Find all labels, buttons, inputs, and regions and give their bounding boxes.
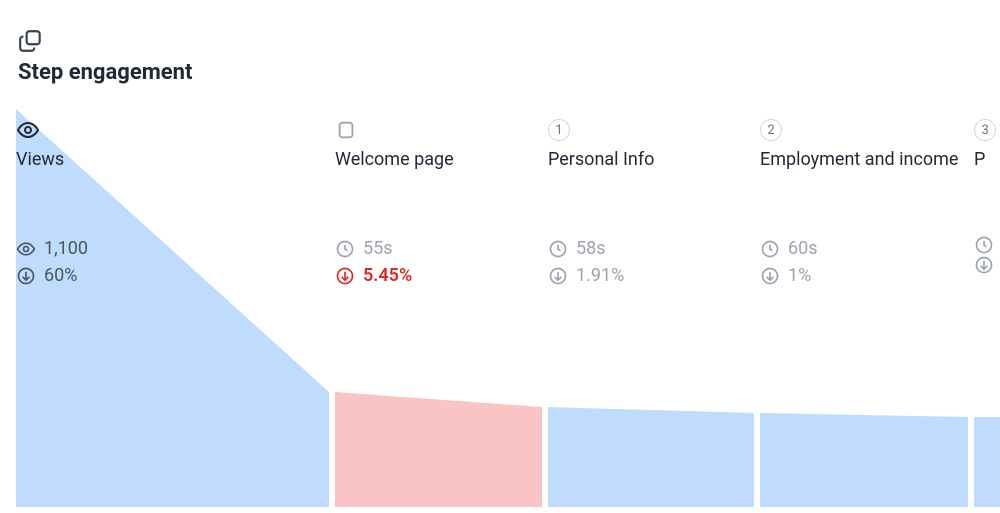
funnel-step: 1 Personal Info 58s1.91% — [548, 109, 760, 289]
drop-metric — [974, 255, 1000, 275]
time-metric: 55s — [335, 235, 548, 262]
drop-value: 5.45% — [363, 262, 412, 289]
drop-metric: 1.91% — [548, 262, 760, 289]
views-value: 1,100 — [44, 235, 88, 262]
time-value: 58s — [576, 235, 606, 262]
step-number-badge: 3 — [974, 117, 1000, 143]
drop-value: 1.91% — [576, 262, 624, 289]
step-label: Welcome page — [335, 149, 548, 193]
copy-icon — [18, 28, 982, 54]
header: Step engagement — [0, 0, 1000, 93]
views-metric: 1,100 — [16, 235, 335, 262]
drop-metric: 1% — [760, 262, 974, 289]
drop-metric: 5.45% — [335, 262, 548, 289]
funnel-segment — [335, 392, 542, 507]
eye-icon — [16, 117, 335, 143]
step-metrics: 58s1.91% — [548, 235, 760, 289]
step-metrics: 60s1% — [760, 235, 974, 289]
funnel-step: Welcome page 55s5.45% — [335, 109, 548, 289]
funnel-segment — [974, 417, 1000, 507]
drop-value: 1% — [788, 262, 811, 289]
step-label: Views — [16, 149, 335, 193]
step-label: Personal Info — [548, 149, 760, 193]
step-metrics: 55s5.45% — [335, 235, 548, 289]
step-metrics — [974, 235, 1000, 275]
drop-metric: 60% — [16, 262, 335, 289]
step-number-badge: 1 — [548, 117, 760, 143]
step-number-badge: 2 — [760, 117, 974, 143]
funnel-segment — [548, 407, 754, 507]
funnel-step: Views 1,10060% — [16, 109, 335, 289]
drop-value: 60% — [44, 262, 77, 289]
time-metric: 60s — [760, 235, 974, 262]
time-metric — [974, 235, 1000, 255]
funnel-step: 2 Employment and income 60s1% — [760, 109, 974, 289]
time-metric: 58s — [548, 235, 760, 262]
step-metrics: 1,10060% — [16, 235, 335, 289]
step-label: P — [974, 149, 1000, 193]
page-icon — [335, 117, 548, 143]
time-value: 55s — [363, 235, 393, 262]
funnel-step: 3P — [974, 109, 1000, 275]
step-label: Employment and income — [760, 149, 974, 193]
page-title: Step engagement — [18, 60, 982, 85]
funnel-segment — [760, 413, 968, 507]
time-value: 60s — [788, 235, 818, 262]
